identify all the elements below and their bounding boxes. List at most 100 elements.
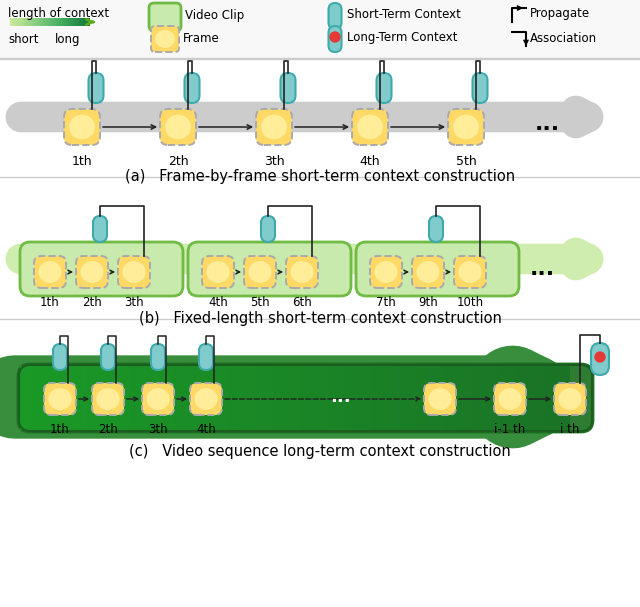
Ellipse shape (207, 261, 230, 283)
FancyBboxPatch shape (412, 256, 444, 288)
Bar (130, 366, 136, 430)
Bar (482, 366, 488, 430)
Text: 6th: 6th (292, 296, 312, 309)
Bar (119, 366, 125, 430)
Bar (548, 366, 554, 430)
Bar (218, 366, 223, 430)
Bar (44, 18, 45, 26)
Ellipse shape (97, 388, 120, 410)
Ellipse shape (261, 115, 287, 139)
Bar (41, 18, 42, 26)
Bar (78, 18, 79, 26)
Bar (361, 366, 367, 430)
Bar (39, 18, 40, 26)
Bar (74, 18, 75, 26)
Text: Short-Term Context: Short-Term Context (347, 8, 461, 21)
FancyBboxPatch shape (591, 343, 609, 375)
Bar (295, 366, 301, 430)
Ellipse shape (453, 115, 479, 139)
Bar (86, 366, 92, 430)
Bar (444, 366, 449, 430)
Bar (520, 366, 526, 430)
Bar (471, 366, 477, 430)
Ellipse shape (559, 388, 582, 410)
Bar (77, 18, 78, 26)
FancyBboxPatch shape (424, 383, 456, 415)
Text: 1th: 1th (40, 296, 60, 309)
Bar (163, 366, 168, 430)
Bar (179, 366, 185, 430)
Bar (76, 18, 77, 26)
Bar (13, 18, 14, 26)
Bar (73, 18, 74, 26)
Text: 1th: 1th (50, 423, 70, 436)
FancyBboxPatch shape (429, 216, 443, 242)
Bar (339, 366, 344, 430)
Ellipse shape (147, 388, 170, 410)
Text: 3th: 3th (124, 296, 144, 309)
Bar (0, 0, 640, 59)
FancyBboxPatch shape (93, 216, 107, 242)
Bar (185, 366, 191, 430)
Bar (301, 366, 306, 430)
Text: ...: ... (530, 259, 555, 279)
Bar (85, 18, 86, 26)
Bar (350, 366, 356, 430)
Bar (278, 366, 284, 430)
Bar (22, 18, 23, 26)
FancyBboxPatch shape (34, 256, 66, 288)
Bar (509, 366, 515, 430)
Text: 3th: 3th (264, 155, 284, 168)
Text: 5th: 5th (250, 296, 270, 309)
FancyBboxPatch shape (160, 109, 196, 145)
FancyBboxPatch shape (352, 109, 388, 145)
Bar (113, 366, 119, 430)
Bar (24, 18, 25, 26)
Bar (136, 366, 141, 430)
Text: i-1 th: i-1 th (494, 423, 525, 436)
Bar (42, 366, 47, 430)
Bar (317, 366, 323, 430)
Bar (72, 18, 73, 26)
Bar (52, 18, 53, 26)
Bar (102, 366, 108, 430)
FancyBboxPatch shape (202, 256, 234, 288)
FancyBboxPatch shape (454, 256, 486, 288)
Bar (207, 366, 212, 430)
FancyBboxPatch shape (494, 383, 526, 415)
Bar (333, 366, 339, 430)
Bar (246, 366, 251, 430)
Bar (48, 18, 49, 26)
Text: 9th: 9th (418, 296, 438, 309)
FancyBboxPatch shape (286, 256, 318, 288)
Bar (15, 18, 16, 26)
Bar (438, 366, 444, 430)
Bar (202, 366, 207, 430)
Bar (191, 366, 196, 430)
Bar (20, 18, 21, 26)
Bar (147, 366, 152, 430)
Bar (71, 18, 72, 26)
Text: Video Clip: Video Clip (185, 10, 244, 22)
Bar (17, 18, 18, 26)
Bar (30, 18, 31, 26)
Bar (89, 18, 90, 26)
Ellipse shape (69, 115, 95, 139)
Bar (20, 366, 26, 430)
FancyBboxPatch shape (554, 383, 586, 415)
FancyBboxPatch shape (356, 242, 519, 296)
Bar (388, 366, 394, 430)
Bar (240, 366, 246, 430)
Bar (31, 366, 36, 430)
Bar (372, 366, 378, 430)
Bar (84, 18, 85, 26)
Bar (38, 18, 39, 26)
Bar (57, 18, 58, 26)
Text: i th: i th (560, 423, 580, 436)
Bar (559, 366, 564, 430)
Bar (152, 366, 157, 430)
Text: 2th: 2th (98, 423, 118, 436)
Bar (10, 18, 11, 26)
Bar (58, 366, 64, 430)
Ellipse shape (165, 115, 191, 139)
